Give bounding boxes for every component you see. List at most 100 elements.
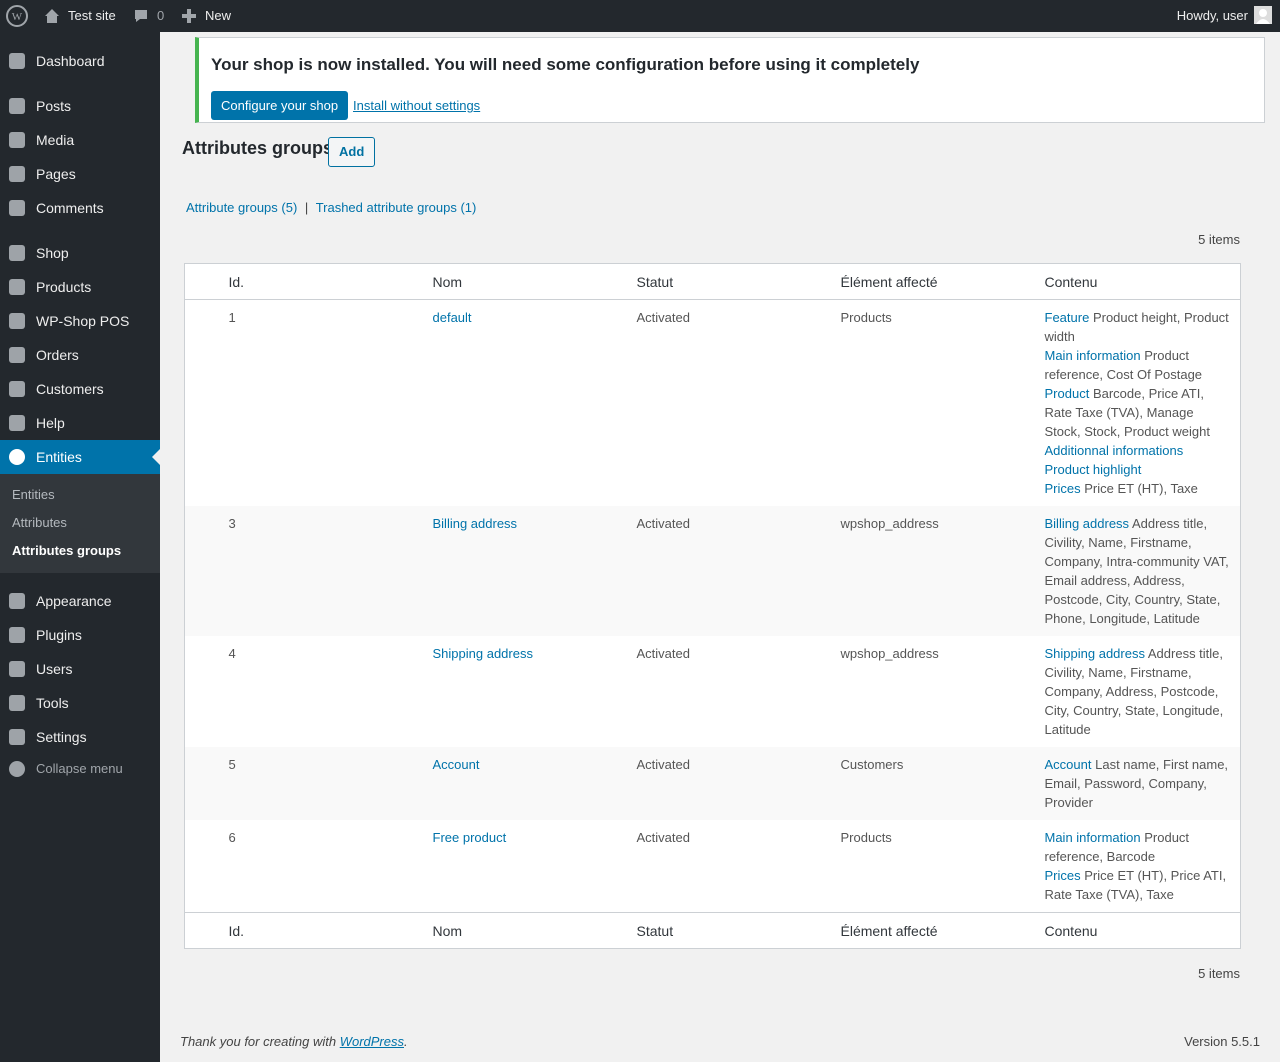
- menu-label: Pages: [36, 166, 76, 182]
- content-group[interactable]: Prices: [1044, 481, 1081, 496]
- content-group[interactable]: Main information: [1044, 830, 1141, 845]
- menu-label: Tools: [36, 695, 69, 711]
- menu-item[interactable]: Customers: [0, 372, 160, 406]
- views: Attribute groups (5) | Trashed attribute…: [186, 200, 476, 215]
- menu-label: Users: [36, 661, 73, 677]
- site-name[interactable]: Test site: [68, 8, 116, 23]
- id-cell: 4: [228, 646, 236, 661]
- menu-label: Settings: [36, 729, 87, 745]
- element-cell: Products: [840, 830, 892, 845]
- new-link[interactable]: New: [205, 8, 232, 23]
- group-name[interactable]: Billing address: [432, 516, 518, 531]
- name-cell: Shipping address: [423, 636, 627, 747]
- table-row: 1 default Activated Products Feature Product…: [185, 300, 1241, 507]
- column-header[interactable]: Statut: [626, 912, 831, 949]
- collapse-menu[interactable]: Collapse menu: [0, 752, 160, 786]
- column-header[interactable]: Élément affecté: [830, 263, 1035, 300]
- view-trash[interactable]: Trashed attribute groups (1): [315, 200, 477, 215]
- separator: |: [304, 200, 309, 215]
- wordpress-link[interactable]: WordPress: [339, 1034, 404, 1049]
- column-header[interactable]: Contenu: [1034, 263, 1241, 300]
- column-header[interactable]: Nom: [422, 263, 627, 300]
- menu-label: WP-Shop POS: [36, 313, 130, 329]
- menu-icon: [9, 200, 25, 216]
- content-group[interactable]: Account: [1044, 757, 1092, 772]
- content-fields: Product height, Product width: [1044, 310, 1229, 344]
- howdy[interactable]: Howdy, user: [1176, 8, 1248, 23]
- column-header[interactable]: Élément affecté: [830, 912, 1035, 949]
- menu-icon: [9, 449, 25, 465]
- menu-item[interactable]: WP-Shop POS: [0, 304, 160, 338]
- group-name[interactable]: Free product: [432, 830, 507, 845]
- comment-count[interactable]: 0: [157, 8, 165, 23]
- menu-item[interactable]: Tools: [0, 686, 160, 720]
- content-group[interactable]: Additionnal informations: [1044, 443, 1184, 458]
- menu-icon: [9, 313, 25, 329]
- notice: Your shop is now installed. You will nee…: [195, 37, 1265, 123]
- menu-item[interactable]: Users: [0, 652, 160, 686]
- column-header[interactable]: Contenu: [1034, 912, 1241, 949]
- content-group[interactable]: Shipping address: [1044, 646, 1145, 661]
- menu-item[interactable]: Plugins: [0, 618, 160, 652]
- menu-label: Plugins: [36, 627, 82, 643]
- dot: .: [404, 1034, 408, 1049]
- content-group[interactable]: Product: [1044, 386, 1090, 401]
- menu-icon: [9, 279, 25, 295]
- view-all[interactable]: Attribute groups (5): [186, 200, 298, 215]
- group-name[interactable]: default: [432, 310, 472, 325]
- footer-thanks: Thank you for creating with WordPress.: [180, 1034, 408, 1049]
- wp-logo[interactable]: W: [6, 5, 28, 27]
- comment-icon: [135, 10, 147, 22]
- content-fields: Price ET (HT), Price ATI, Rate Taxe (TVA…: [1044, 868, 1227, 902]
- content-group[interactable]: Feature: [1044, 310, 1090, 325]
- configure-button[interactable]: Configure your shop: [211, 91, 349, 120]
- status-cell: Activated: [626, 747, 831, 820]
- menu-item[interactable]: Shop: [0, 236, 160, 270]
- column-header[interactable]: Id.: [218, 263, 423, 300]
- install-link[interactable]: Install without settings: [353, 98, 481, 113]
- submenu-item[interactable]: Attributes: [12, 515, 67, 530]
- menu-label: Media: [36, 132, 75, 148]
- thanks-text: Thank you for creating with: [180, 1034, 337, 1049]
- content-entry: Shipping address Address title, Civility…: [1045, 644, 1231, 739]
- menu-item[interactable]: Comments: [0, 191, 160, 225]
- column-header[interactable]: Id.: [218, 912, 423, 949]
- element-cell: Products: [840, 310, 892, 325]
- menu-item[interactable]: Orders: [0, 338, 160, 372]
- table-row: 4 Shipping address Activated wpshop_address…: [185, 636, 1241, 747]
- menu-item[interactable]: Media: [0, 123, 160, 157]
- submenu-item[interactable]: Attributes groups: [12, 543, 122, 558]
- avatar[interactable]: [1254, 6, 1272, 24]
- group-name[interactable]: Shipping address: [432, 646, 533, 661]
- menu-icon: [9, 166, 25, 182]
- check-cell: [184, 506, 219, 636]
- menu-item[interactable]: Dashboard: [0, 44, 160, 78]
- content-group[interactable]: Product highlight: [1044, 462, 1142, 477]
- column-header[interactable]: Statut: [626, 263, 831, 300]
- content-cell: Billing address Address title, Civility,…: [1034, 506, 1241, 636]
- content-entry: Prices Price ET (HT), Taxe: [1045, 479, 1231, 498]
- content-entry: Billing address Address title, Civility,…: [1045, 514, 1231, 628]
- content-group[interactable]: Main information: [1044, 348, 1141, 363]
- column-header[interactable]: Nom: [422, 912, 627, 949]
- menu-label: Customers: [36, 381, 104, 397]
- content-entry: Account Last name, First name, Email, Pa…: [1045, 755, 1231, 812]
- menu-item[interactable]: Posts: [0, 89, 160, 123]
- table-row: 6 Free product Activated Products Main infor…: [185, 820, 1241, 913]
- add-button[interactable]: Add: [328, 137, 376, 167]
- svg-text:W: W: [12, 11, 23, 23]
- group-name[interactable]: Account: [432, 757, 480, 772]
- menu-item[interactable]: Pages: [0, 157, 160, 191]
- menu-item[interactable]: Appearance: [0, 584, 160, 618]
- content-group[interactable]: Prices: [1044, 868, 1081, 883]
- submenu-item[interactable]: Entities: [12, 487, 55, 502]
- menu-item[interactable]: Help: [0, 406, 160, 440]
- content-cell: Shipping address Address title, Civility…: [1035, 636, 1241, 747]
- menu-item[interactable]: Products: [0, 270, 160, 304]
- menu-item[interactable]: Settings: [0, 720, 160, 754]
- content-group[interactable]: Billing address: [1044, 516, 1130, 531]
- menu-item[interactable]: Entities: [0, 440, 160, 474]
- content: Your shop is now installed. You will nee…: [160, 32, 1280, 1062]
- menu-icon: [9, 53, 25, 69]
